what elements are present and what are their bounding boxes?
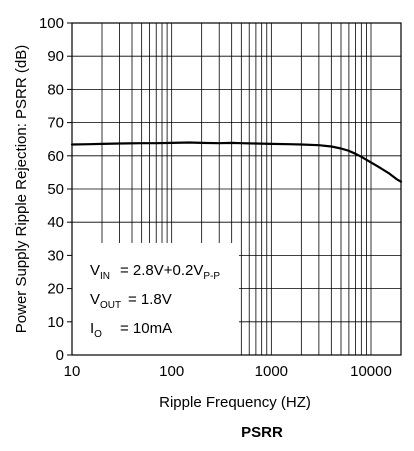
vin-value-subscript: P-P bbox=[203, 271, 220, 282]
io-annotation: IO = 10mA bbox=[90, 320, 172, 340]
vin-annotation: VIN = 2.8V+0.2VP-P bbox=[90, 262, 220, 282]
y-axis-title: Power Supply Ripple Rejection: PSRR (dB) bbox=[13, 45, 30, 333]
vin-subscript: IN bbox=[100, 271, 110, 282]
psrr-series-line bbox=[70, 141, 403, 183]
y-tick-label: 0 bbox=[56, 347, 64, 364]
plot-frame bbox=[67, 22, 402, 356]
io-value: = 10mA bbox=[120, 320, 172, 337]
io-subscript: O bbox=[94, 329, 102, 340]
vout-value: = 1.8V bbox=[128, 291, 172, 308]
x-tick-label: 100 bbox=[159, 363, 184, 380]
vin-symbol: V bbox=[90, 262, 100, 279]
vin-value: = 2.8V+0.2V bbox=[120, 262, 203, 279]
y-tick-label: 10 bbox=[47, 314, 64, 331]
y-tick-labels: 0 10 20 30 40 50 60 70 80 90 100 bbox=[39, 15, 64, 364]
x-axis-title: Ripple Frequency (HZ) bbox=[159, 394, 311, 411]
annotation-box bbox=[72, 243, 239, 355]
grid-lines bbox=[71, 22, 402, 356]
y-tick-label: 30 bbox=[47, 247, 64, 264]
vout-subscript: OUT bbox=[100, 300, 121, 311]
vout-annotation: VOUT = 1.8V bbox=[90, 291, 172, 311]
chart-caption: PSRR bbox=[241, 424, 283, 441]
y-tick-label: 100 bbox=[39, 15, 64, 32]
y-tick-label: 40 bbox=[47, 214, 64, 231]
y-tick-label: 50 bbox=[47, 181, 64, 198]
y-tick-label: 90 bbox=[47, 48, 64, 65]
x-tick-label: 10 bbox=[64, 363, 81, 380]
y-tick-label: 60 bbox=[47, 148, 64, 165]
y-tick-label: 20 bbox=[47, 281, 64, 298]
x-tick-label: 1000 bbox=[255, 363, 288, 380]
x-tick-labels: 10 100 1000 10000 bbox=[64, 363, 392, 380]
y-tick-label: 70 bbox=[47, 115, 64, 132]
series-layer bbox=[70, 141, 403, 183]
x-tick-label: 10000 bbox=[350, 363, 392, 380]
y-tick-label: 80 bbox=[47, 81, 64, 98]
io-symbol: I bbox=[90, 320, 94, 337]
vout-symbol: V bbox=[90, 291, 100, 308]
